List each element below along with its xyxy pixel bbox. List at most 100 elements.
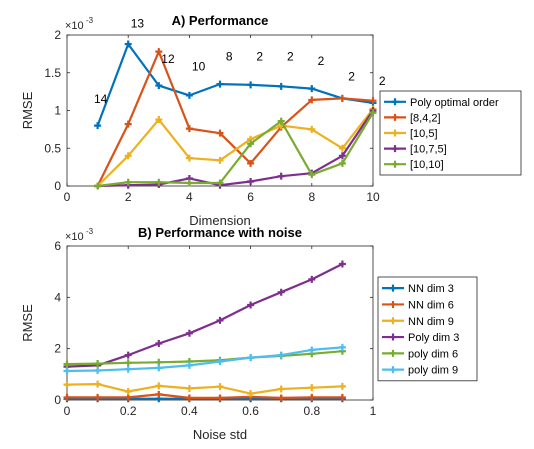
chart-performance: 0 2 4 6 8 10 0 0.5 1 1.5 2 ×10 -3 A) Performance Dimen… (20, 13, 522, 228)
x-tick-label: 0.6 (242, 404, 259, 418)
legend-label: [10,10] (410, 159, 444, 171)
data-point (308, 125, 316, 133)
data-point (216, 358, 224, 365)
data-point (338, 260, 346, 268)
data-point (308, 384, 316, 392)
series-line (96, 50, 374, 187)
data-point (185, 384, 193, 392)
legend-marker (391, 113, 399, 121)
legend-marker (389, 317, 397, 325)
data-point (185, 179, 193, 187)
data-point (94, 360, 102, 368)
legend-marker (391, 160, 399, 168)
data-point (338, 393, 346, 401)
data-point (155, 364, 163, 372)
point-annotation: 14 (94, 92, 108, 106)
data-point (155, 48, 163, 56)
series-line (97, 109, 374, 188)
data-point (338, 94, 346, 102)
series-line (67, 393, 343, 399)
data-point (247, 140, 255, 148)
x-tick-label: 4 (186, 190, 193, 204)
chart-performance-with-noise: 0 0.2 0.4 0.6 0.8 1 0 2 4 6 ×10 -3 B) Performance wi… (20, 225, 478, 442)
data-point (185, 394, 193, 402)
legend-label: Poly dim 3 (408, 332, 459, 344)
y-axis-label: RMSE (20, 304, 35, 342)
x-tick-label: 0 (64, 190, 71, 204)
x-tick-label: 10 (366, 190, 380, 204)
data-point (277, 394, 285, 402)
y-tick-label: 0.5 (44, 141, 61, 155)
point-annotation: 2 (348, 69, 355, 83)
y-exponent-power: -3 (86, 16, 94, 25)
data-point (216, 156, 224, 164)
data-point (308, 275, 316, 283)
legend-marker (389, 333, 397, 341)
point-annotation: 2 (256, 50, 263, 64)
x-tick-label: 0.8 (303, 404, 320, 418)
data-point (63, 393, 71, 401)
legend-label: [10,5] (410, 128, 438, 140)
legend-label: Poly optimal order (410, 97, 499, 109)
y-tick-label: 2 (54, 342, 61, 356)
data-point (277, 351, 285, 359)
data-point (124, 359, 132, 367)
data-point (277, 385, 285, 393)
series-line (66, 346, 343, 373)
point-annotation: 2 (287, 50, 294, 64)
data-point (216, 129, 224, 137)
x-axis-label: Dimension (189, 213, 250, 228)
y-tick-label: 0 (54, 393, 61, 407)
data-point (155, 82, 163, 90)
data-point (155, 116, 163, 124)
legend-label: poly dim 6 (408, 348, 458, 360)
data-point (155, 178, 163, 186)
legend-marker (389, 366, 397, 374)
legend-label: [8,4,2] (410, 112, 441, 124)
data-point (94, 366, 102, 374)
data-point (185, 125, 193, 133)
data-point (185, 329, 193, 337)
data-point (216, 394, 224, 402)
data-point (124, 178, 132, 186)
legend-marker (389, 349, 397, 357)
data-point (94, 393, 102, 401)
x-tick-label: 1 (370, 404, 377, 418)
x-tick-label: 6 (247, 190, 254, 204)
data-point (124, 351, 132, 359)
data-point (338, 144, 346, 152)
data-point (247, 301, 255, 309)
data-point (185, 154, 193, 162)
legend-marker (391, 98, 399, 106)
data-point (94, 182, 102, 190)
y-tick-label: 0 (54, 179, 61, 193)
data-point (216, 80, 224, 88)
legend-marker (391, 145, 399, 153)
y-exponent-base: ×10 (65, 231, 84, 243)
legend-label: NN dim 3 (408, 283, 454, 295)
data-point (124, 40, 132, 48)
data-point (277, 172, 285, 180)
data-point (185, 91, 193, 99)
y-exponent-power: -3 (86, 227, 94, 236)
point-annotation: 10 (192, 59, 206, 73)
data-point (247, 81, 255, 89)
y-tick-label: 6 (54, 239, 61, 253)
point-annotation: 13 (131, 16, 145, 30)
series-line (66, 383, 343, 395)
data-point (63, 381, 71, 389)
data-point (308, 85, 316, 93)
y-tick-label: 1.5 (44, 66, 61, 80)
data-point (277, 117, 285, 125)
data-point (63, 367, 71, 375)
data-point (369, 109, 377, 117)
data-point (155, 390, 163, 398)
data-point (308, 346, 316, 354)
data-point (338, 343, 346, 351)
data-point (247, 177, 255, 185)
series-line (66, 350, 343, 366)
data-point (94, 122, 102, 130)
x-axis-label: Noise std (193, 427, 247, 442)
data-point (185, 361, 193, 369)
